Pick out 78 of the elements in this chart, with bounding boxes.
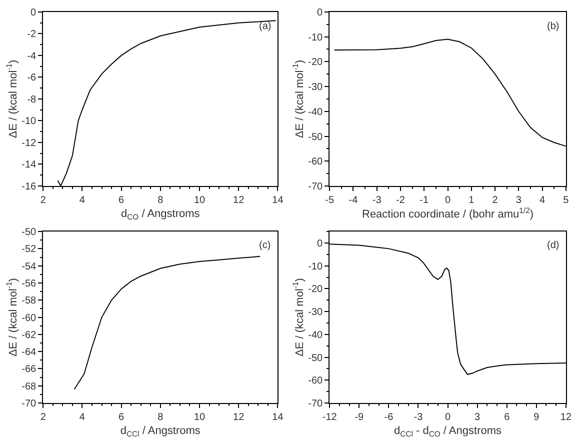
x-tick-label: 12 — [233, 194, 245, 206]
y-tick-label: -20 — [308, 57, 324, 68]
x-tick-label: 1 — [468, 194, 475, 206]
y-tick-label: -58 — [22, 296, 37, 307]
y-tick-label: 0 — [317, 7, 324, 18]
x-axis-title: Reaction coordinate / (bohr amu$^{1/2}$) — [362, 206, 534, 221]
annotation: (a) — [259, 21, 272, 32]
x-tick-label: 4 — [79, 412, 86, 423]
y-tick-label: -50 — [22, 227, 37, 238]
x-tick-label: -4 — [348, 194, 358, 206]
x-tick-label: 10 — [194, 194, 206, 206]
y-tick-label: 0 — [30, 7, 37, 18]
line-series — [74, 256, 261, 390]
y-tick-label: -70 — [22, 398, 37, 410]
y-tick-label: -56 — [22, 278, 37, 290]
x-tick-label: -2 — [396, 194, 406, 206]
y-tick-label: -50 — [308, 132, 324, 143]
x-tick-label: 12 — [233, 412, 245, 423]
x-tick-label: 2 — [492, 194, 498, 206]
y-tick-label: 0 — [317, 238, 324, 250]
y-tick-label: -70 — [308, 181, 324, 192]
x-tick-label: -6 — [384, 412, 394, 423]
annotation: (c) — [259, 240, 271, 251]
x-tick-label: 14 — [272, 412, 284, 423]
x-tick-label: 3 — [516, 194, 522, 206]
annotation: (d) — [547, 240, 560, 251]
y-tick-label: -60 — [308, 156, 324, 168]
x-tick-label: 14 — [272, 194, 284, 206]
y-tick-label: -16 — [22, 181, 37, 192]
x-tick-label: 2 — [40, 194, 46, 206]
x-tick-label: 10 — [194, 412, 206, 423]
x-tick-label: -5 — [325, 194, 334, 206]
x-tick-label: 6 — [118, 412, 125, 423]
y-tick-label: -54 — [22, 261, 37, 272]
x-axis-title: d$_{CO}$ / Angstroms — [121, 208, 200, 222]
y-tick-label: -8 — [27, 94, 37, 106]
x-tick-label: 6 — [504, 412, 510, 423]
y-tick-label: -60 — [308, 376, 324, 387]
x-tick-label: -3 — [372, 194, 382, 206]
x-tick-label: 4 — [540, 194, 546, 206]
annotation: (b) — [547, 21, 560, 32]
x-axis-title: d$_{CCl}$ - d$_{CO}$ / Angstroms — [394, 425, 502, 438]
x-tick-label: 4 — [79, 194, 86, 206]
y-tick-label: -64 — [22, 347, 37, 358]
y-tick-label: -6 — [27, 72, 37, 84]
x-tick-label: 2 — [40, 412, 46, 423]
y-tick-label: -50 — [308, 352, 324, 364]
x-tick-label: 12 — [560, 412, 572, 423]
x-tick-label: 0 — [444, 194, 451, 206]
y-tick-label: -10 — [308, 32, 324, 44]
y-tick-label: -66 — [22, 364, 37, 376]
y-tick-label: -62 — [22, 330, 37, 341]
y-tick-label: -20 — [308, 284, 324, 296]
y-tick-label: -10 — [308, 261, 324, 272]
y-tick-label: -60 — [22, 312, 37, 324]
x-tick-label: -1 — [420, 194, 430, 206]
x-tick-label: -3 — [414, 412, 424, 423]
y-tick-label: -40 — [308, 106, 324, 118]
y-tick-label: -70 — [308, 398, 324, 410]
y-tick-label: -14 — [22, 160, 37, 171]
y-tick-label: -40 — [308, 330, 324, 341]
x-tick-label: 3 — [474, 412, 481, 423]
y-tick-label: -4 — [27, 50, 37, 62]
x-tick-label: 6 — [118, 194, 125, 206]
y-tick-label: -2 — [27, 29, 37, 40]
y-tick-label: -52 — [22, 244, 37, 256]
y-tick-label: -30 — [308, 82, 324, 94]
x-tick-label: 9 — [534, 412, 540, 423]
y-tick-label: -10 — [22, 116, 37, 128]
x-tick-label: 8 — [158, 194, 164, 206]
x-tick-label: 0 — [444, 412, 451, 423]
x-tick-label: 8 — [158, 412, 164, 423]
x-tick-label: -9 — [354, 412, 364, 423]
y-tick-label: -30 — [308, 307, 324, 318]
x-axis-title: d$_{CCl}$ / Angstroms — [120, 425, 201, 438]
y-tick-label: -68 — [22, 381, 37, 392]
y-tick-label: -12 — [22, 138, 37, 149]
x-tick-label: 5 — [563, 194, 570, 206]
